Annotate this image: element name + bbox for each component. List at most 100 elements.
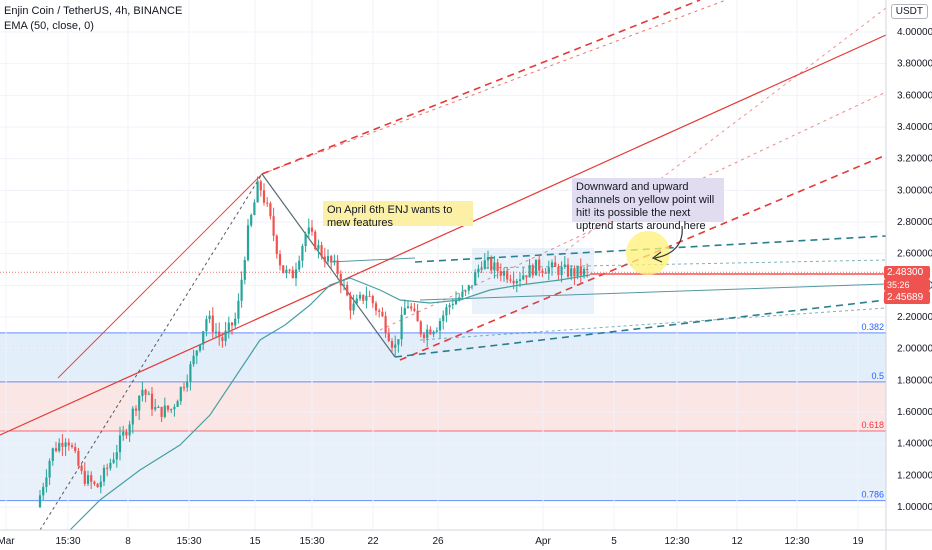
candle-body: [518, 279, 522, 282]
time-tick: 12: [731, 536, 743, 547]
time-axis[interactable]: Mar 15:30 8 15:30 15 15:30 22 26 Apr 5 12:30 12 12:3…: [0, 529, 932, 547]
note-april-6[interactable]: On April 6th ENJ wants to mew features: [323, 201, 473, 229]
candle-body: [314, 231, 317, 250]
price-tick: 3.20000: [897, 154, 932, 165]
candle-body: [426, 329, 429, 338]
candlesticks: [38, 176, 589, 509]
candle-body: [182, 387, 186, 389]
candle-body: [330, 256, 333, 263]
candle-body: [138, 395, 141, 411]
candle-body: [573, 268, 576, 277]
candle-body: [374, 303, 378, 311]
currency-button[interactable]: USDT: [890, 4, 928, 19]
candle-body: [195, 350, 198, 356]
candle-body: [109, 462, 112, 469]
candle-body: [541, 270, 544, 273]
candle-body: [189, 364, 192, 382]
candle-body: [454, 299, 458, 305]
teal-dotted-upper: [479, 259, 887, 269]
price-tick: 1.80000: [897, 375, 932, 386]
candle-body: [506, 271, 509, 280]
candle-body: [230, 322, 234, 326]
candle-body: [253, 202, 256, 215]
candle-body: [448, 305, 451, 308]
candle-body: [157, 406, 160, 408]
candle-body: [99, 481, 102, 488]
fib-zone-05-0618: [0, 381, 886, 431]
candle-body: [61, 442, 64, 447]
candle-body: [403, 308, 406, 315]
candle-body: [307, 227, 310, 234]
candle-body: [77, 450, 80, 466]
candle-body: [317, 245, 320, 250]
candle-body: [509, 279, 512, 281]
candle-body: [557, 266, 560, 276]
price-axis[interactable]: 4.00000 3.80000 3.60000 3.40000 3.20000 3.000…: [885, 0, 932, 550]
candle-body: [83, 470, 86, 484]
candle-body: [461, 291, 464, 298]
grey-diagonal: [261, 173, 396, 358]
candle-body: [570, 268, 573, 277]
yellow-point-marker: [626, 231, 670, 275]
candle-body: [102, 467, 106, 482]
candle-body: [413, 308, 416, 311]
note-channels[interactable]: Downward and upward channels on yellow p…: [572, 178, 724, 232]
teal-channel-lower: [394, 299, 887, 358]
candle-body: [282, 265, 285, 274]
fib-retracement: [0, 332, 886, 502]
price-tick: 3.40000: [897, 122, 932, 133]
candle-body: [246, 225, 250, 261]
candle-body: [470, 285, 474, 287]
candle-body: [342, 285, 346, 287]
candle-body: [496, 262, 499, 272]
candle-body: [192, 355, 195, 365]
ema-50-line: [69, 274, 591, 531]
fib-label-0.786: 0.786: [861, 490, 884, 500]
candle-body: [310, 227, 314, 232]
candle-body: [554, 262, 557, 267]
candle-body: [301, 246, 304, 261]
candle-body: [202, 331, 205, 345]
candle-body: [582, 268, 586, 276]
candle-body: [390, 341, 394, 348]
grid: [0, 0, 886, 530]
price-tick: 2.80000: [897, 217, 932, 228]
red-channel-lower-dotted: [379, 91, 887, 331]
candle-body: [250, 214, 253, 226]
candle-body: [45, 477, 48, 488]
candle-body: [563, 264, 566, 267]
time-tick: 15:30: [55, 536, 80, 547]
candle-body: [256, 181, 259, 203]
candle-body: [438, 321, 442, 331]
ema-indicator-label[interactable]: EMA (50, close, 0): [4, 20, 94, 32]
time-tick: Apr: [535, 536, 551, 547]
candle-body: [125, 431, 128, 436]
time-tick: Mar: [0, 536, 15, 547]
candle-body: [486, 258, 490, 261]
candle-body: [179, 387, 182, 402]
candle-body: [243, 260, 246, 280]
candle-body: [435, 330, 438, 332]
candle-body: [115, 452, 118, 460]
candle-body: [122, 431, 125, 436]
candle-body: [458, 297, 461, 300]
candle-body: [298, 260, 301, 270]
candle-body: [362, 294, 365, 301]
symbol-title[interactable]: Enjin Coin / TetherUS, 4h, BINANCE: [4, 5, 183, 17]
fib-zone-0382-05: [0, 332, 886, 382]
time-tick: 12:30: [784, 536, 809, 547]
candle-body: [320, 245, 323, 257]
candle-body: [410, 306, 413, 309]
candle-body: [483, 260, 486, 269]
candle-body: [336, 260, 339, 274]
candle-body: [467, 285, 470, 291]
candle-body: [480, 268, 483, 270]
red-channel-mid-dotted: [261, 0, 728, 175]
teal-mid-line: [419, 283, 887, 301]
candle-body: [259, 181, 262, 191]
candle-body: [278, 254, 282, 266]
time-tick: 22: [367, 536, 379, 547]
fib-label-0.382: 0.382: [861, 322, 884, 332]
candle-body: [451, 304, 454, 306]
